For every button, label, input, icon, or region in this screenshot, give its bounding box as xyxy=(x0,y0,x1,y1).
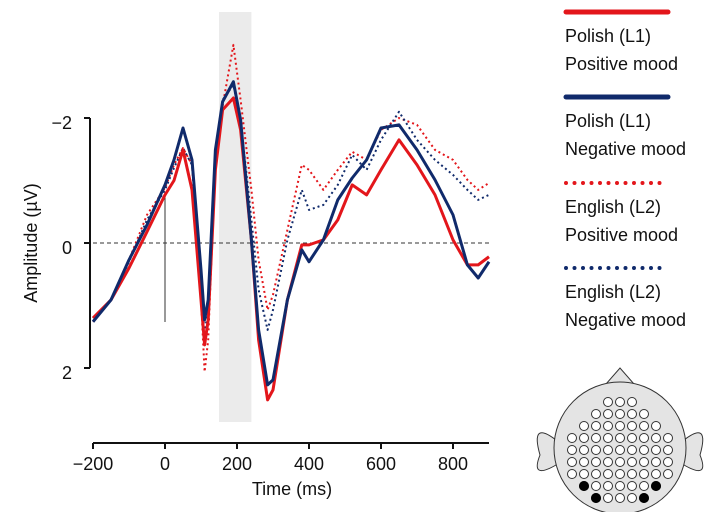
electrode xyxy=(603,397,613,407)
electrode xyxy=(663,433,673,443)
electrode xyxy=(567,445,577,455)
electrode xyxy=(651,457,661,467)
electrode xyxy=(579,421,589,431)
electrode xyxy=(639,445,649,455)
electrode xyxy=(651,469,661,479)
electrode xyxy=(579,433,589,443)
electrode xyxy=(639,433,649,443)
legend-label: English (L2) Positive mood xyxy=(565,197,679,245)
electrode xyxy=(591,409,601,419)
electrode xyxy=(663,457,673,467)
legend-label: Polish (L1) Positive mood xyxy=(565,26,679,74)
x-tick-label: 0 xyxy=(160,454,170,474)
electrode xyxy=(627,433,637,443)
series-line xyxy=(92,43,490,373)
x-tick-label: −200 xyxy=(73,454,114,474)
x-tick-label: 400 xyxy=(294,454,324,474)
electrode xyxy=(591,481,601,491)
series-line xyxy=(91,96,490,402)
electrode xyxy=(615,469,625,479)
electrode xyxy=(651,445,661,455)
electrode xyxy=(627,457,637,467)
electrode xyxy=(651,433,661,443)
electrode xyxy=(615,397,625,407)
electrode xyxy=(639,457,649,467)
electrode xyxy=(639,409,649,419)
electrode xyxy=(627,493,637,503)
electrode xyxy=(603,481,613,491)
electrode xyxy=(603,493,613,503)
electrode xyxy=(567,457,577,467)
electrode xyxy=(591,421,601,431)
electrode xyxy=(603,433,613,443)
electrode xyxy=(591,433,601,443)
electrode xyxy=(603,469,613,479)
electrode xyxy=(651,421,661,431)
electrode xyxy=(603,445,613,455)
y-tick-label: −2 xyxy=(51,113,72,133)
electrode xyxy=(627,409,637,419)
electrode xyxy=(615,409,625,419)
head-ear xyxy=(536,432,557,472)
electrode xyxy=(615,481,625,491)
electrode xyxy=(615,421,625,431)
electrode xyxy=(627,445,637,455)
electrode xyxy=(603,421,613,431)
highlight-band xyxy=(219,12,252,422)
electrode xyxy=(627,397,637,407)
electrode-selected xyxy=(579,481,589,491)
y-axis-label: Amplitude (µV) xyxy=(21,183,41,302)
x-tick-label: 600 xyxy=(366,454,396,474)
legend-label: English (L2) Negative mood xyxy=(565,282,687,330)
electrode-map xyxy=(536,367,704,512)
electrode xyxy=(639,481,649,491)
electrode xyxy=(603,457,613,467)
series-line xyxy=(91,80,491,387)
legend-label: Polish (L1) Negative mood xyxy=(565,111,687,159)
electrode xyxy=(567,469,577,479)
electrode xyxy=(603,409,613,419)
x-axis-label: Time (ms) xyxy=(252,479,332,499)
y-tick-label: 2 xyxy=(62,363,72,383)
electrode xyxy=(615,457,625,467)
electrode xyxy=(579,469,589,479)
electrode xyxy=(627,469,637,479)
y-tick-label: 0 xyxy=(62,238,72,258)
electrode-selected xyxy=(639,493,649,503)
electrode xyxy=(591,445,601,455)
head-ear xyxy=(683,432,704,472)
electrode-selected xyxy=(651,481,661,491)
electrode xyxy=(627,481,637,491)
electrode xyxy=(627,421,637,431)
electrode xyxy=(591,469,601,479)
electrode xyxy=(579,445,589,455)
electrode xyxy=(639,421,649,431)
x-tick-label: 200 xyxy=(222,454,252,474)
electrode xyxy=(579,457,589,467)
electrode-selected xyxy=(591,493,601,503)
electrode xyxy=(663,445,673,455)
electrode xyxy=(639,469,649,479)
electrode xyxy=(591,457,601,467)
electrode xyxy=(663,469,673,479)
electrode xyxy=(615,445,625,455)
x-tick-label: 800 xyxy=(438,454,468,474)
electrode xyxy=(615,433,625,443)
electrode xyxy=(567,433,577,443)
electrode xyxy=(615,493,625,503)
